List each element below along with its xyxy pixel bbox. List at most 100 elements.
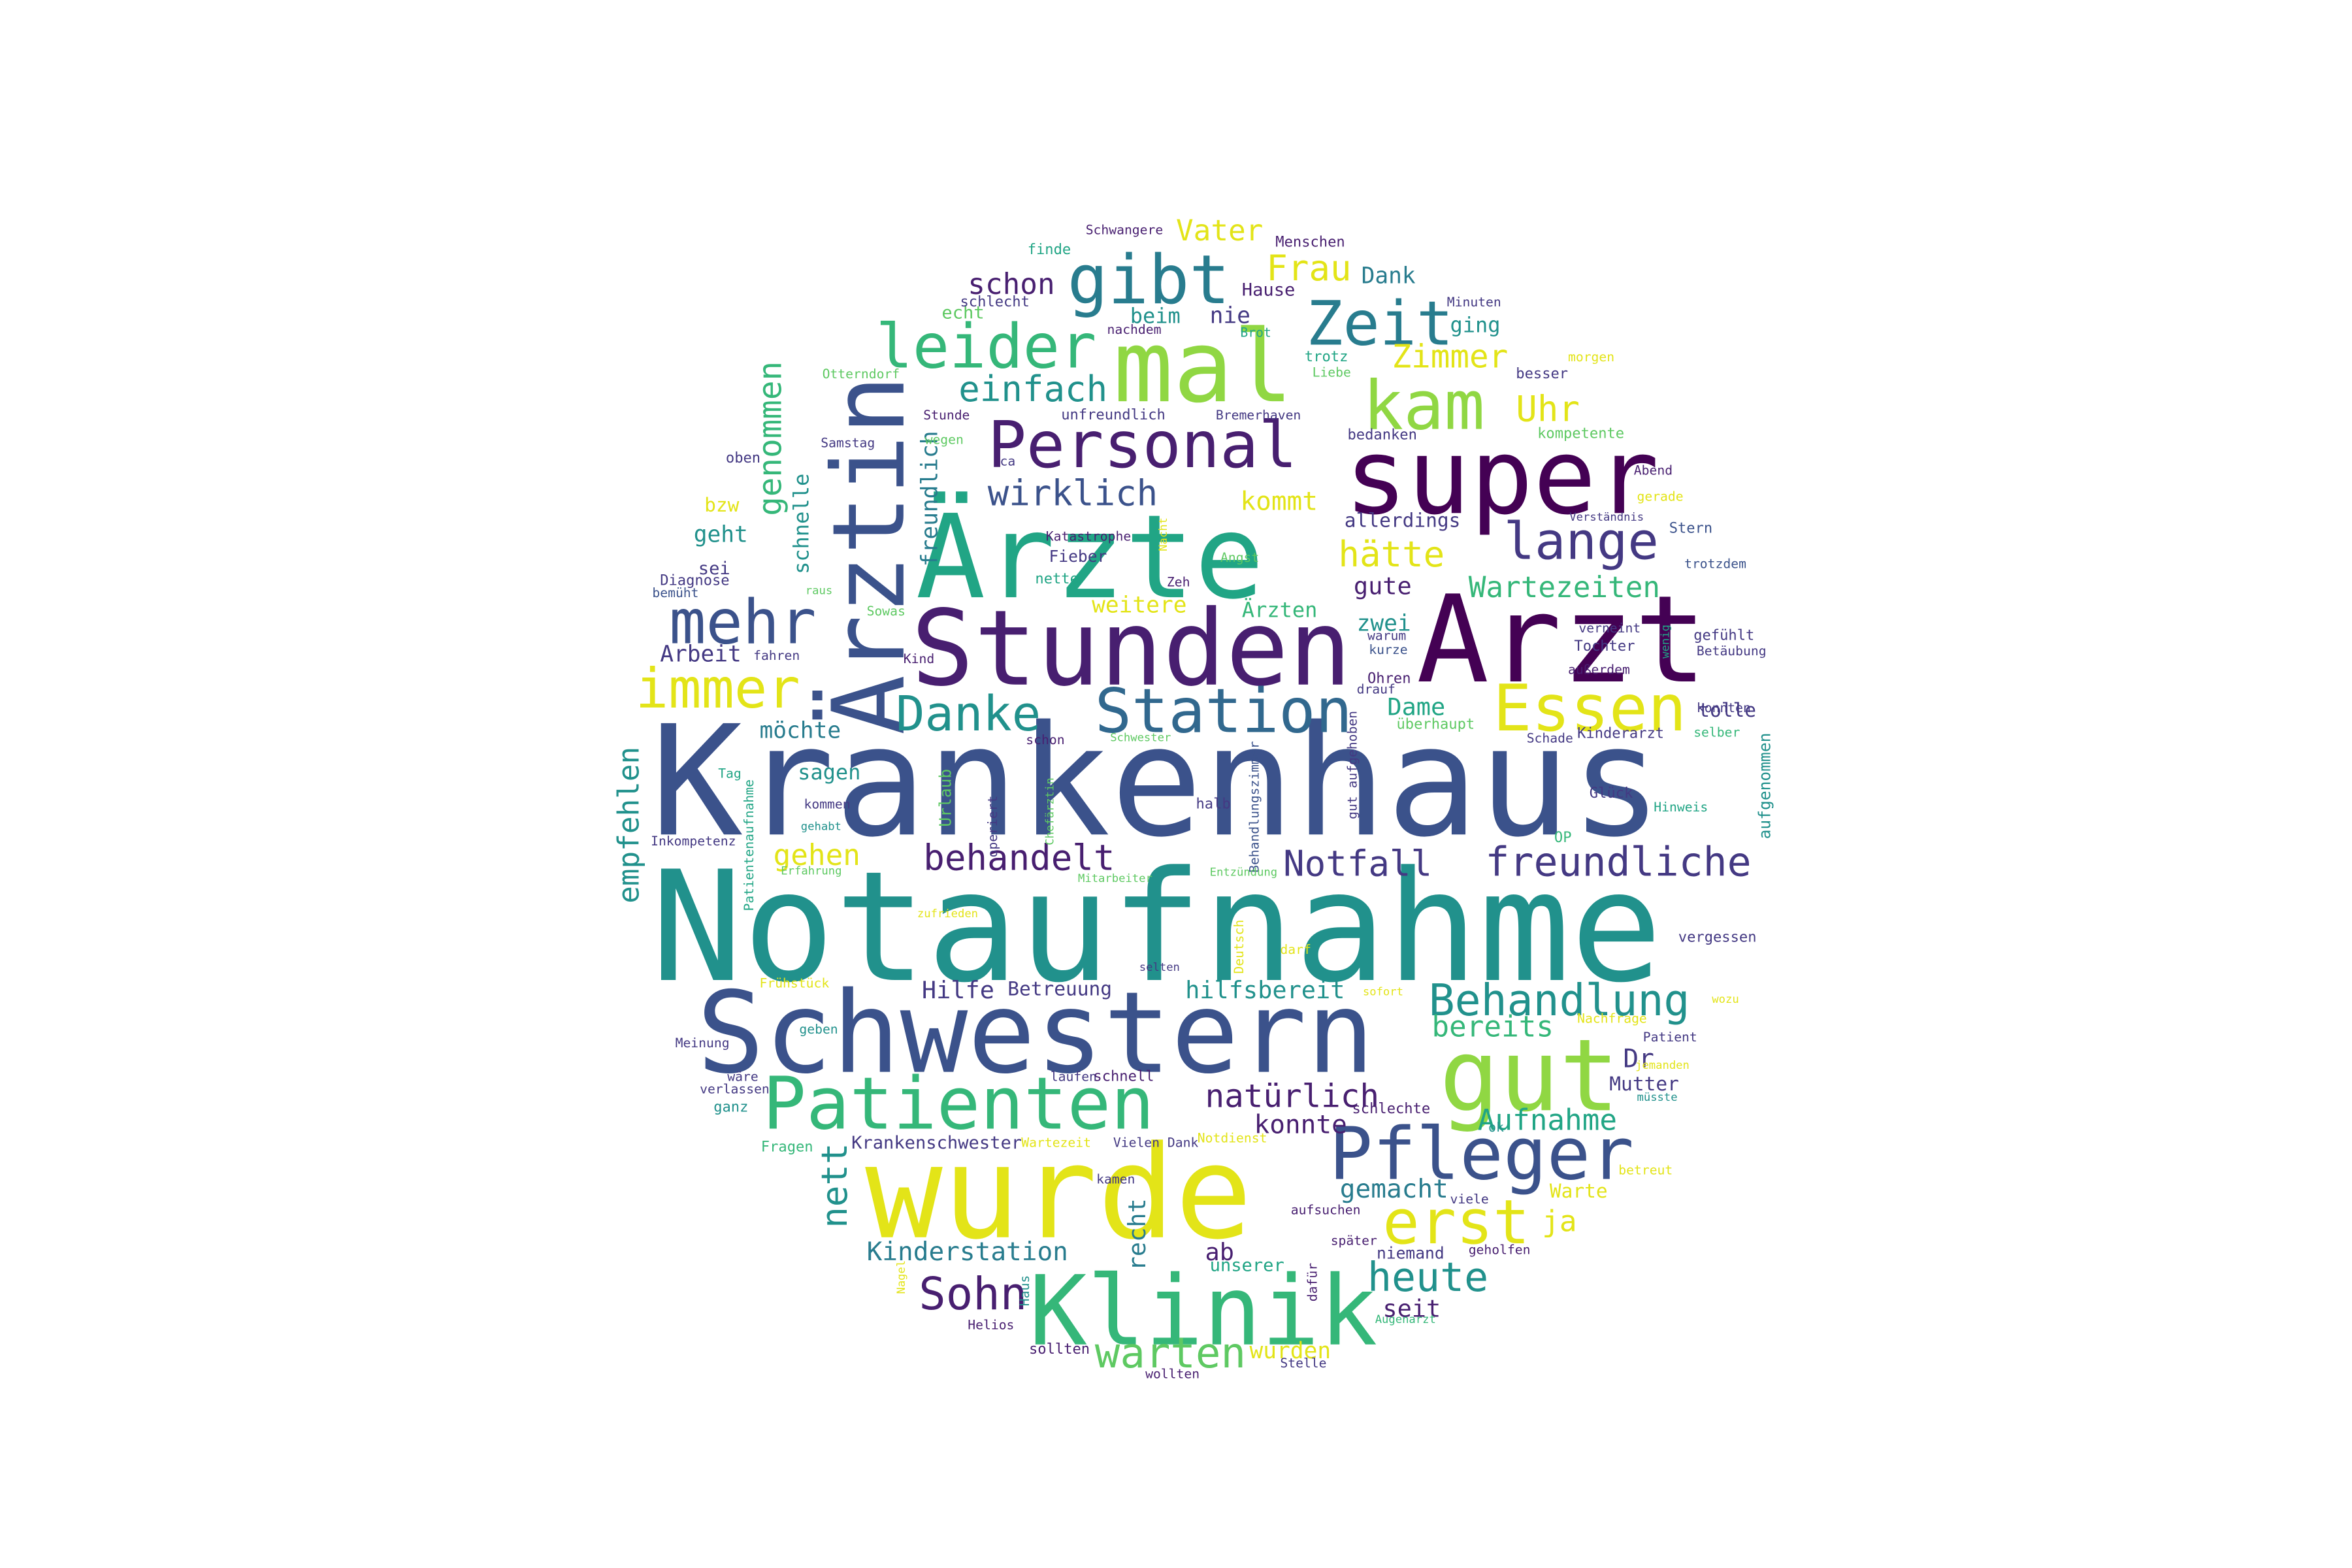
word-cloud-word: Vater xyxy=(1176,214,1263,248)
word-cloud-word: Otterndorf xyxy=(823,367,900,382)
word-cloud-word: OP xyxy=(1554,829,1572,846)
word-cloud-word: tolle xyxy=(1698,699,1756,721)
word-cloud-word: ganz xyxy=(713,1099,748,1116)
word-cloud-word: Notaufnahme xyxy=(651,839,1662,1017)
word-cloud-word: überhaupt xyxy=(1397,716,1475,733)
word-cloud-word: geht xyxy=(694,522,748,548)
word-cloud-word: hätte xyxy=(1338,534,1445,575)
word-cloud-word: super xyxy=(1345,416,1659,538)
word-cloud-word: gefühlt xyxy=(1693,627,1754,644)
word-cloud-word: vergessen xyxy=(1678,928,1757,945)
word-cloud-word: Behandlungszimmer xyxy=(1247,741,1262,873)
word-cloud-word: kurze xyxy=(1369,642,1407,657)
word-cloud-word: Stunden xyxy=(911,587,1352,710)
word-cloud-word: nett xyxy=(814,1143,855,1228)
word-cloud-word: seit xyxy=(1382,1295,1441,1323)
word-cloud-word: raus xyxy=(806,584,832,597)
word-cloud-word: Patientenaufnahme xyxy=(742,779,757,911)
word-cloud-word: Kinderstation xyxy=(867,1237,1068,1267)
word-cloud-word: Inkompetenz xyxy=(651,834,736,849)
word-cloud-word: Notdienst xyxy=(1198,1130,1267,1145)
word-cloud-word: aufsuchen xyxy=(1291,1203,1361,1218)
word-cloud-word: Zeit xyxy=(1306,288,1453,359)
word-cloud-word: Urlaub xyxy=(936,769,955,827)
word-cloud-word: gerade xyxy=(1637,489,1684,504)
word-cloud-word: sei xyxy=(698,559,730,579)
word-cloud-word: Arbeit xyxy=(660,642,742,668)
word-cloud-word: wegen xyxy=(925,433,964,448)
word-cloud-word: Uhr xyxy=(1516,389,1580,430)
word-cloud-word: außerdem xyxy=(1568,662,1630,677)
word-cloud-word: Nagel xyxy=(895,1260,908,1294)
word-cloud-word: wozu xyxy=(1712,993,1739,1006)
word-cloud-word: trotz xyxy=(1305,348,1348,365)
word-cloud-word: genommen xyxy=(751,361,789,516)
word-cloud-word: jemanden xyxy=(1635,1059,1690,1072)
word-cloud-word: Vielen Dank xyxy=(1113,1135,1199,1151)
word-cloud-word: Danke xyxy=(896,686,1041,742)
word-cloud-word: Essen xyxy=(1493,672,1686,746)
word-cloud-word: konnten xyxy=(1697,700,1751,715)
word-cloud-word: gibt xyxy=(1068,241,1230,319)
word-cloud-word: recht xyxy=(1123,1198,1151,1271)
word-cloud-word: heute xyxy=(1367,1254,1488,1301)
word-cloud-word: Behandlung xyxy=(1429,975,1690,1026)
word-cloud-word: Wartezeiten xyxy=(1469,571,1660,604)
word-cloud-word: Augenarzt xyxy=(1375,1313,1436,1326)
word-cloud-word: Dank xyxy=(1362,263,1416,289)
word-cloud-word: schlechte xyxy=(1352,1100,1431,1117)
word-cloud-word: gemacht xyxy=(1340,1174,1448,1204)
word-cloud-word: morgen xyxy=(1568,350,1614,365)
word-cloud-word: warum xyxy=(1367,629,1406,644)
word-cloud-word: Stunde xyxy=(923,408,970,423)
word-cloud-word: selber xyxy=(1693,725,1740,740)
word-cloud-word: Patient xyxy=(1643,1030,1697,1045)
word-cloud-word: Nacht xyxy=(1157,517,1170,551)
word-cloud-word: Nachfrage xyxy=(1577,1011,1647,1026)
word-cloud-word: bzw xyxy=(704,494,740,516)
word-cloud-word: Liebe xyxy=(1313,365,1351,380)
word-cloud-word: Stern xyxy=(1669,520,1713,537)
word-cloud-word: wurden xyxy=(1250,1338,1331,1364)
word-cloud-word: Helios xyxy=(968,1317,1014,1332)
word-cloud-word: drauf xyxy=(1357,682,1396,697)
word-cloud-word: Mitarbeiter xyxy=(1078,872,1152,885)
word-cloud-word: empfehlen xyxy=(612,747,645,904)
word-cloud-word: hilfsbereit xyxy=(1185,976,1345,1004)
word-cloud-word: operiert xyxy=(985,796,1000,858)
word-cloud-word: trotzdem xyxy=(1684,557,1746,572)
word-cloud-word: Verständnis xyxy=(1569,511,1644,524)
word-cloud-word: Sohn xyxy=(919,1268,1027,1320)
word-cloud-word: gut aufgehoben xyxy=(1345,711,1360,819)
word-cloud-word: Wartezeit xyxy=(1021,1135,1091,1151)
word-cloud-word: Brot xyxy=(1240,325,1271,340)
word-cloud-word: laufen xyxy=(1051,1070,1097,1085)
word-cloud-word: geben xyxy=(799,1022,838,1037)
word-cloud-word: fahren xyxy=(753,648,800,663)
word-cloud-word: aufgenommen xyxy=(1755,733,1774,840)
word-cloud-word: dafür xyxy=(1305,1263,1320,1301)
word-cloud-word: Minuten xyxy=(1447,295,1501,310)
word-cloud-word: erst xyxy=(1382,1187,1529,1258)
word-cloud-word: Stelle xyxy=(1280,1356,1326,1371)
word-cloud-word: Arzt xyxy=(1416,570,1707,710)
word-cloud-word: ca xyxy=(1000,454,1016,469)
word-cloud-word: Dr xyxy=(1623,1044,1654,1074)
word-cloud-word: müsste xyxy=(1637,1091,1678,1104)
word-cloud-word: Ohren xyxy=(1367,670,1411,687)
word-cloud-word: natürlich xyxy=(1205,1077,1380,1115)
word-cloud-word: Hause xyxy=(1242,280,1296,300)
word-cloud-word: beim xyxy=(1130,304,1181,329)
word-cloud-word: viele xyxy=(1450,1192,1489,1207)
word-cloud-word: mehr xyxy=(669,587,816,658)
word-cloud-word: wollten xyxy=(1145,1366,1200,1381)
word-cloud-word: niemand xyxy=(1377,1244,1445,1263)
word-cloud-word: kommt xyxy=(1240,487,1318,517)
word-cloud-word: Personal xyxy=(988,408,1298,483)
word-cloud-word: konnte xyxy=(1254,1109,1347,1139)
word-cloud-word: einfach xyxy=(958,368,1107,410)
word-cloud-word: Kind xyxy=(904,651,934,666)
word-cloud-word: warten xyxy=(1095,1330,1246,1378)
word-cloud-word: Entzündung xyxy=(1210,866,1277,879)
